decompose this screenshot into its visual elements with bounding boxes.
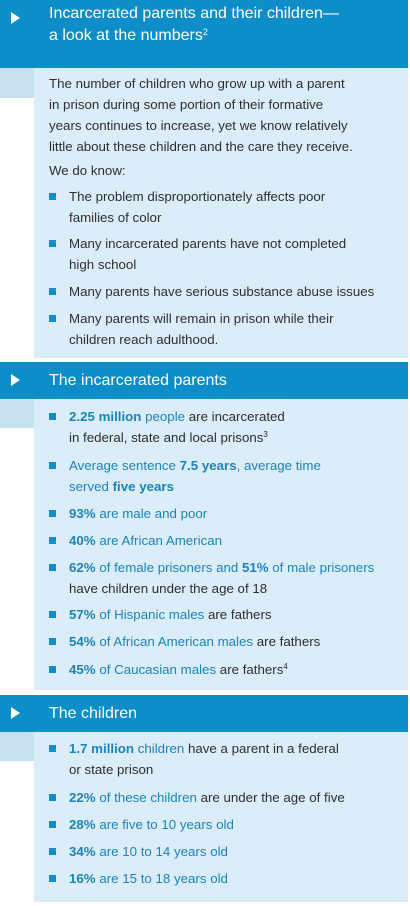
- we-do-know-label: We do know:: [49, 163, 126, 178]
- bullet-square-icon: [49, 666, 56, 673]
- list-item: 40% are African American: [49, 531, 394, 552]
- list-item: 54% of African American males are father…: [49, 632, 394, 653]
- section-header-children: The children: [0, 695, 408, 732]
- list-item: 93% are male and poor: [49, 504, 394, 525]
- bullet-square-icon: [49, 564, 56, 571]
- list-item: 57% of Hispanic males are fathers: [49, 605, 394, 626]
- bullet-square-icon: [49, 638, 56, 645]
- bullet-square-icon: [49, 288, 56, 295]
- list-item: 2.25 million people are incarcerated in f…: [49, 407, 394, 448]
- bullet-square-icon: [49, 413, 56, 420]
- list-item: 62% of female prisoners and 51% of male …: [49, 558, 394, 599]
- bullet-square-icon: [49, 193, 56, 200]
- list-item: 34% are 10 to 14 years old: [49, 842, 394, 863]
- bullet-square-icon: [49, 240, 56, 247]
- list-item: 1.7 million children have a parent in a …: [49, 739, 394, 780]
- section-header-parents: The incarcerated parents: [0, 362, 408, 399]
- section-panel: [34, 68, 408, 358]
- intro-paragraph: The number of children who grow up with …: [49, 76, 353, 154]
- bullet-square-icon: [49, 315, 56, 322]
- bullet-square-icon: [49, 745, 56, 752]
- section-panel: [34, 732, 408, 902]
- list-item: 16% are 15 to 18 years old: [49, 869, 394, 890]
- list-item: Many incarcerated parents have not compl…: [49, 234, 394, 275]
- bullet-square-icon: [49, 848, 56, 855]
- section-title: Incarcerated parents and their children—: [49, 5, 339, 22]
- list-item: 45% of Caucasian males are fathers4: [49, 660, 394, 681]
- section-title: The children: [49, 705, 138, 722]
- bullet-square-icon: [49, 611, 56, 618]
- bullet-square-icon: [49, 875, 56, 882]
- section-title-line2: a look at the numbers2: [49, 27, 208, 44]
- bullet-square-icon: [49, 537, 56, 544]
- play-triangle-icon: [11, 374, 20, 386]
- list-item: Average sentence 7.5 years, average time…: [49, 456, 394, 497]
- section-header-numbers: Incarcerated parents and their children—…: [0, 0, 408, 68]
- list-item: 22% of these children are under the age …: [49, 788, 394, 809]
- list-item: 28% are five to 10 years old: [49, 815, 394, 836]
- section-tab: [0, 732, 34, 761]
- section-title: The incarcerated parents: [49, 372, 227, 389]
- bullet-square-icon: [49, 510, 56, 517]
- play-triangle-icon: [11, 12, 20, 24]
- section-panel: [34, 399, 408, 690]
- section-tab: [0, 399, 34, 428]
- bullet-square-icon: [49, 794, 56, 801]
- play-triangle-icon: [11, 707, 20, 719]
- section-tab: [0, 68, 34, 98]
- list-item: Many parents have serious substance abus…: [49, 282, 394, 303]
- list-item: The problem disproportionately affects p…: [49, 187, 394, 228]
- list-item: Many parents will remain in prison while…: [49, 309, 394, 350]
- bullet-square-icon: [49, 462, 56, 469]
- bullet-square-icon: [49, 821, 56, 828]
